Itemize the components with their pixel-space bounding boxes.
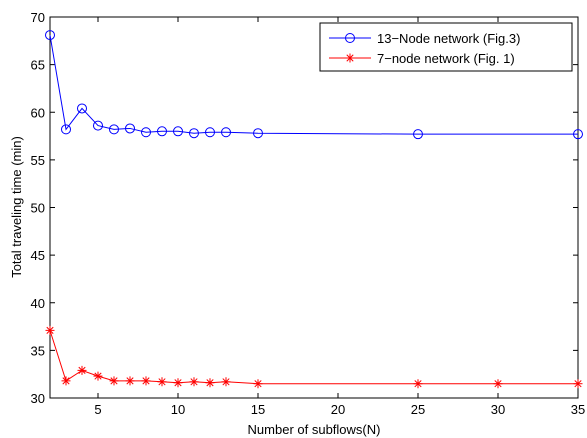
y-tick-label: 30: [31, 391, 45, 406]
data-point: [125, 123, 135, 134]
series-line: [49, 35, 578, 135]
data-point: [93, 120, 103, 131]
data-point: [493, 379, 503, 389]
y-tick-label: 60: [31, 105, 45, 120]
data-point: [141, 376, 151, 386]
data-point: [189, 128, 199, 139]
series-13-node: [45, 30, 583, 140]
x-tick-label: 30: [491, 402, 505, 417]
legend: 13−Node network (Fig.3) 7−node network (…: [319, 22, 573, 72]
x-tick-label: 35: [571, 402, 585, 417]
legend-marker-13-node: [345, 33, 355, 43]
data-point: [61, 376, 71, 386]
legend-marker-7-node: [345, 53, 355, 63]
data-point: [253, 379, 263, 389]
data-point: [45, 30, 55, 41]
data-point: [157, 377, 167, 387]
data-point: [61, 124, 71, 135]
data-point: [173, 378, 183, 388]
legend-label-7-node: 7−node network (Fig. 1): [377, 51, 515, 66]
data-point: [253, 128, 263, 139]
series-line: [49, 330, 578, 385]
data-point: [205, 378, 215, 388]
data-point: [141, 127, 151, 138]
x-tick-label: 10: [171, 402, 185, 417]
data-point: [573, 379, 583, 389]
data-point: [109, 124, 119, 135]
y-tick-label: 45: [31, 248, 45, 263]
data-point: [173, 126, 183, 137]
data-point: [413, 129, 423, 140]
y-axis-label: Total traveling time (min): [9, 136, 24, 278]
x-tick-label: 5: [94, 402, 101, 417]
legend-label-13-node: 13−Node network (Fig.3): [377, 31, 520, 46]
legend-box: [319, 22, 573, 72]
data-point: [413, 379, 423, 389]
x-tick-label: 25: [411, 402, 425, 417]
data-point: [189, 377, 199, 387]
y-tick-label: 35: [31, 343, 45, 358]
data-point: [221, 377, 231, 387]
y-tick-label: 70: [31, 10, 45, 25]
series-layer: [45, 30, 583, 389]
data-point: [93, 371, 103, 381]
y-tick-label: 50: [31, 201, 45, 216]
axis-ticks: 5 10 15 20 25 30 35 30 35 40 45 50 55 60 65 70: [31, 10, 586, 417]
data-point: [77, 365, 87, 375]
legend-star-mark: [345, 53, 355, 63]
plot-area: [49, 16, 579, 399]
data-point: [45, 325, 55, 335]
y-tick-label: 40: [31, 296, 45, 311]
x-axis-label: Number of subflows(N): [248, 422, 381, 437]
data-point: [125, 376, 135, 386]
data-point: [573, 129, 583, 140]
data-point: [221, 127, 231, 138]
data-point: [109, 376, 119, 386]
data-point: [157, 126, 167, 137]
series-7-node: [45, 325, 583, 389]
data-point: [77, 103, 87, 114]
x-tick-label: 20: [331, 402, 345, 417]
data-point: [205, 127, 215, 138]
y-tick-label: 65: [31, 58, 45, 73]
x-tick-label: 15: [251, 402, 265, 417]
y-tick-label: 55: [31, 153, 45, 168]
